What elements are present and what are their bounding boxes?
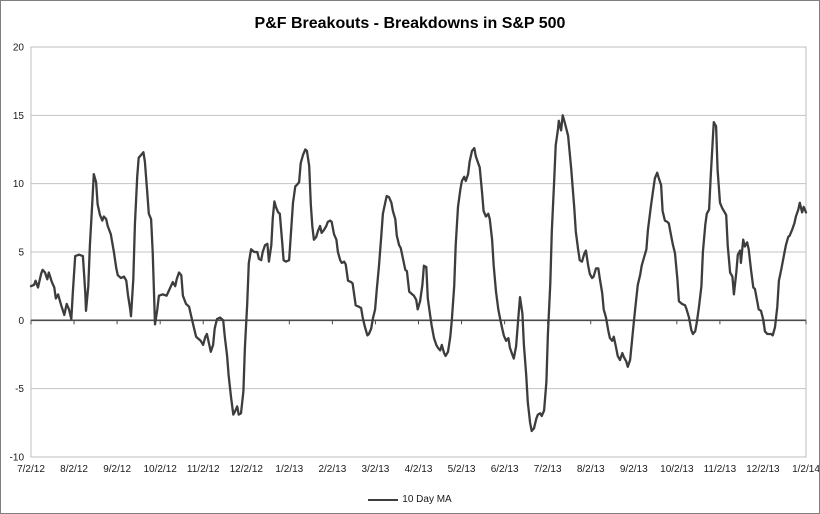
legend-line-sample-10-day-ma [368, 498, 399, 501]
x-tick-label: 11/2/12 [187, 464, 220, 475]
plot-border [30, 46, 807, 458]
x-tick-label: 11/2/13 [704, 464, 737, 475]
x-tick-label: 9/2/13 [620, 464, 648, 475]
x-tick-label: 7/2/13 [534, 464, 562, 475]
x-tick-label: 12/2/13 [746, 464, 780, 475]
y-tick-label: 5 [18, 248, 24, 259]
y-tick-label: 15 [13, 111, 25, 122]
x-tick-label: 1/2/14 [792, 464, 820, 475]
y-tick-label: 0 [18, 316, 24, 327]
series-line-10-day-ma [29, 114, 808, 433]
x-tick-label: 4/2/13 [405, 464, 433, 475]
y-tick-label: -5 [15, 384, 24, 395]
x-tick-label: 1/2/13 [275, 464, 303, 475]
x-tick-label: 6/2/13 [491, 464, 519, 475]
y-tick-label: 20 [13, 43, 25, 54]
x-tick-label: 5/2/13 [448, 464, 476, 475]
y-tick-label: -10 [10, 453, 25, 464]
legend-label-10-day-ma: 10 Day MA [402, 494, 452, 505]
x-tick-label: 10/2/13 [660, 464, 694, 475]
x-tick-label: 9/2/12 [103, 464, 131, 475]
x-tick-label: 12/2/12 [230, 464, 264, 475]
x-tick-label: 2/2/13 [318, 464, 346, 475]
chart-title: P&F Breakouts - Breakdowns in S&P 500 [254, 15, 566, 32]
x-tick-label: 8/2/12 [60, 464, 88, 475]
chart-legend: 10 Day MA [1, 494, 819, 505]
x-tick-label: 7/2/12 [17, 464, 45, 475]
x-tick-label: 8/2/13 [577, 464, 605, 475]
y-tick-label: 10 [13, 179, 25, 190]
x-tick-label: 10/2/12 [143, 464, 177, 475]
x-tick-label: 3/2/13 [362, 464, 390, 475]
